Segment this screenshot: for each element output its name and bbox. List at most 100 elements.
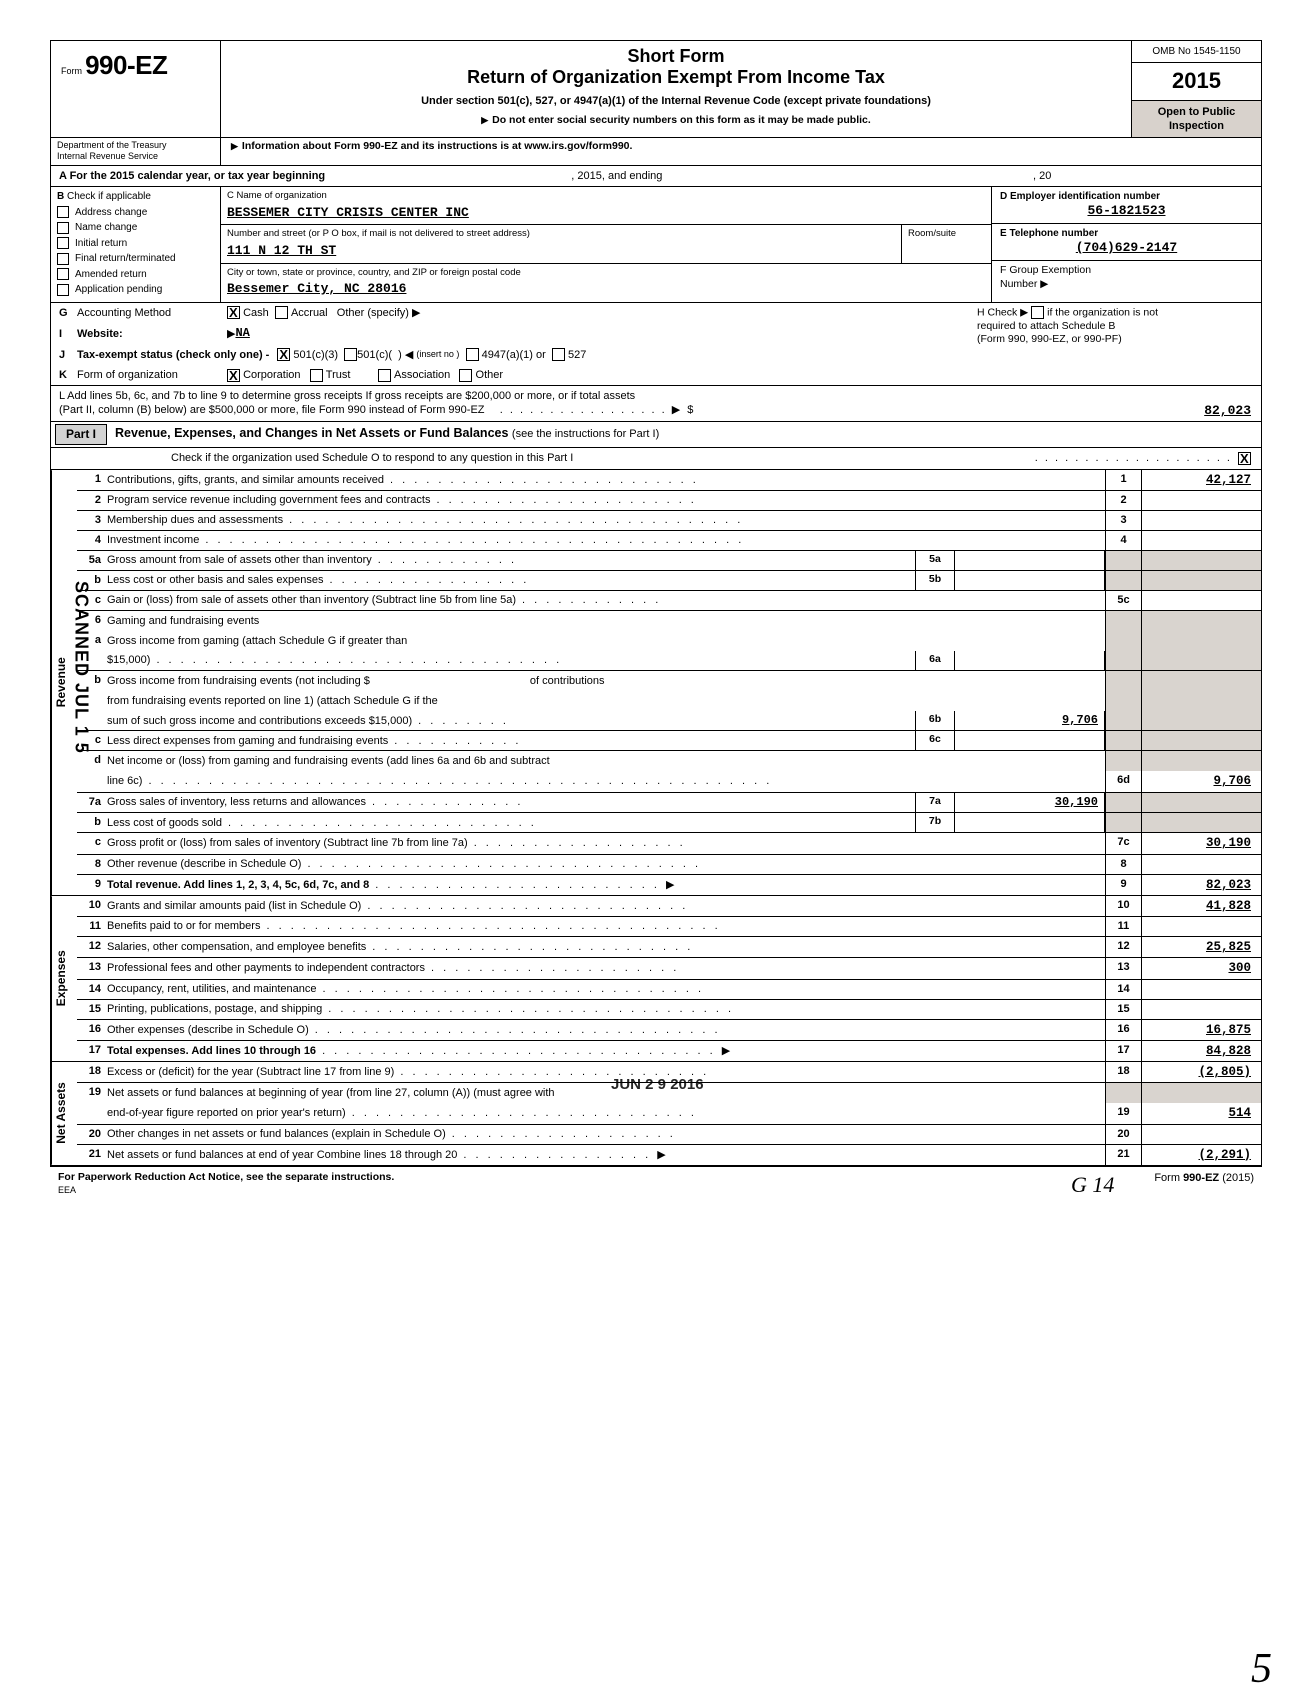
l-amt: 82,023 [1204, 403, 1251, 420]
l12-amt: 25,825 [1141, 937, 1261, 957]
l21-box: 21 [1105, 1145, 1141, 1165]
l9-box: 9 [1105, 875, 1141, 895]
l17-box: 17 [1105, 1041, 1141, 1061]
l9-amt: 82,023 [1141, 875, 1261, 895]
chk-name[interactable] [57, 222, 69, 234]
l3-box: 3 [1105, 511, 1141, 530]
omb-number: OMB No 1545-1150 [1132, 41, 1261, 63]
expenses-side: Expenses [51, 896, 77, 1061]
chk-final[interactable] [57, 253, 69, 265]
l5b-ob [1105, 571, 1141, 590]
rows-g-k: G Accounting Method Cash Accrual Other (… [51, 303, 1261, 385]
chk-pending[interactable] [57, 284, 69, 296]
title-box: Short Form Return of Organization Exempt… [221, 41, 1131, 137]
chk-4947[interactable] [466, 348, 479, 361]
chk-corp[interactable] [227, 369, 240, 382]
l5a-ob [1105, 551, 1141, 570]
l2-d: Program service revenue including govern… [107, 493, 430, 507]
row-a-mid: , 2015, and ending [571, 170, 662, 182]
chk-accrual[interactable] [275, 306, 288, 319]
g-tag: G [59, 306, 77, 320]
l3-amt [1141, 511, 1261, 530]
l13-amt: 300 [1141, 958, 1261, 978]
l1-d: Contributions, gifts, grants, and simila… [107, 473, 384, 487]
chk-address[interactable] [57, 206, 69, 218]
l5a-ia [955, 551, 1105, 570]
h-txt2: required to attach Schedule B [977, 320, 1255, 334]
col-b: B Check if applicable Address change Nam… [51, 187, 221, 302]
part1-tag: Part I [55, 424, 107, 446]
l19-amt: 514 [1141, 1103, 1261, 1123]
l18-amt: (2,805) [1141, 1062, 1261, 1082]
l19-d1: Net assets or fund balances at beginning… [107, 1086, 555, 1100]
l16-d: Other expenses (describe in Schedule O) [107, 1023, 309, 1037]
g-lab: Accounting Method [77, 306, 227, 320]
l6c-d: Less direct expenses from gaming and fun… [107, 734, 388, 748]
k-tag: K [59, 368, 77, 382]
j-tag: J [59, 348, 77, 362]
chk-assoc[interactable] [378, 369, 391, 382]
l15-box: 15 [1105, 1000, 1141, 1019]
chk-kother[interactable] [459, 369, 472, 382]
f-lab: F Group Exemption [1000, 264, 1253, 278]
chk-527[interactable] [552, 348, 565, 361]
l21-d: Net assets or fund balances at end of ye… [107, 1148, 457, 1162]
chk-initial[interactable] [57, 237, 69, 249]
l7b-d: Less cost of goods sold [107, 816, 222, 830]
dept1: Department of the Treasury [57, 140, 214, 150]
i-lab: Website: [77, 328, 123, 340]
col-h: H Check ▶ if the organization is not req… [971, 303, 1261, 385]
c-addr-lab: Number and street (or P O box, if mail i… [227, 228, 895, 240]
f-lab2: Number ▶ [1000, 278, 1253, 292]
l6a-d2: $15,000) [107, 653, 150, 667]
chk-sched-o[interactable] [1238, 452, 1251, 465]
date-stamp: JUN 2 9 2016 [611, 1075, 704, 1095]
l17-amt: 84,828 [1141, 1041, 1261, 1061]
chk-501c3[interactable] [277, 348, 290, 361]
row-a: A For the 2015 calendar year, or tax yea… [51, 166, 1261, 187]
l4-box: 4 [1105, 531, 1141, 550]
l2-amt [1141, 491, 1261, 510]
l15-d: Printing, publications, postage, and shi… [107, 1002, 322, 1016]
l7a-ib: 7a [915, 793, 955, 813]
j-d: 4947(a)(1) or [482, 348, 546, 362]
org-city: Bessemer City, NC 28016 [227, 281, 406, 298]
l16-box: 16 [1105, 1020, 1141, 1040]
l6a-d1: Gross income from gaming (attach Schedul… [107, 634, 407, 648]
l5b-ia [955, 571, 1105, 590]
l6-ob [1105, 611, 1141, 631]
l11-d: Benefits paid to or for members [107, 919, 260, 933]
b0: Address change [75, 206, 147, 219]
l5b-ib: 5b [915, 571, 955, 590]
row-a-right: , 20 [1033, 169, 1253, 183]
chk-cash[interactable] [227, 306, 240, 319]
chk-amended[interactable] [57, 268, 69, 280]
open-public: Open to Public [1134, 105, 1259, 119]
netassets-side: Net Assets [51, 1062, 77, 1165]
l2-box: 2 [1105, 491, 1141, 510]
col-de: D Employer identification number 56-1821… [991, 187, 1261, 302]
h-txt: if the organization is not [1047, 306, 1158, 318]
c-name-lab: C Name of organization [227, 190, 985, 202]
l7c-amt: 30,190 [1141, 833, 1261, 853]
l11-box: 11 [1105, 917, 1141, 936]
l5b-oa [1141, 571, 1261, 590]
l6b-d1: Gross income from fundraising events (no… [107, 674, 370, 688]
l10-amt: 41,828 [1141, 896, 1261, 916]
l-l1: L Add lines 5b, 6c, and 7b to line 9 to … [59, 389, 1251, 403]
l5a-oa [1141, 551, 1261, 570]
chk-501c[interactable] [344, 348, 357, 361]
eea: EEA [58, 1185, 76, 1195]
g-cash: Cash [243, 306, 269, 320]
chk-h[interactable] [1031, 306, 1044, 319]
l5c-box: 5c [1105, 591, 1141, 610]
l-l2: (Part II, column (B) below) are $500,000… [59, 404, 485, 416]
part1-title: Revenue, Expenses, and Changes in Net As… [115, 426, 508, 440]
dept-left: Department of the Treasury Internal Reve… [51, 138, 221, 165]
l20-box: 20 [1105, 1125, 1141, 1144]
l6a-ia [955, 651, 1105, 670]
info-line: Information about Form 990-EZ and its in… [221, 138, 1261, 165]
chk-trust[interactable] [310, 369, 323, 382]
revenue-side: Revenue [51, 470, 77, 895]
g-other: Other (specify) ▶ [337, 306, 421, 320]
